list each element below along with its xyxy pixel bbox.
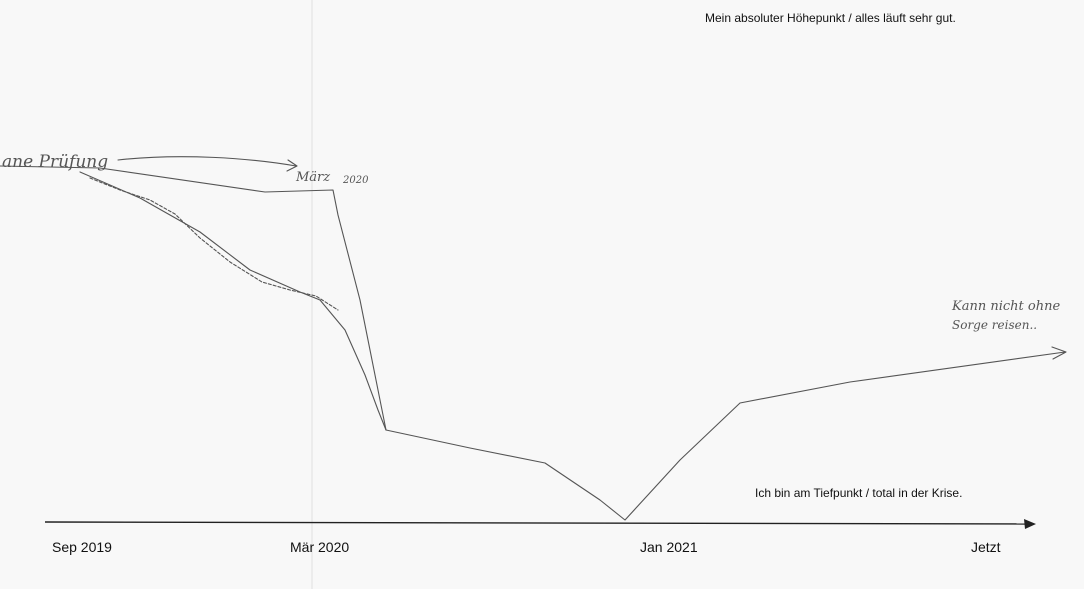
annotation-arrow [117, 156, 298, 172]
top-label: Mein absoluter Höhepunkt / alles läuft s… [705, 11, 956, 25]
annotation: Kann nicht ohne [951, 299, 1060, 314]
annotation: 2020 [342, 175, 369, 186]
annotation: Sorge reisen.. [952, 318, 1037, 332]
life-curve-alt [79, 171, 387, 431]
sketch-shading [89, 177, 339, 311]
axis-label: Mär 2020 [290, 539, 349, 555]
bottom-label: Ich bin am Tiefpunkt / total in der Kris… [755, 486, 962, 500]
axis-label: Jan 2021 [640, 539, 698, 555]
life-curve [0, 165, 1067, 521]
annotation: März [295, 170, 330, 185]
axis-label: Sep 2019 [52, 539, 112, 555]
time-axis [44, 521, 1031, 525]
annotation: ane Prüfung [2, 152, 108, 172]
axis-label: Jetzt [971, 539, 1001, 555]
axis-arrow [1024, 519, 1036, 529]
